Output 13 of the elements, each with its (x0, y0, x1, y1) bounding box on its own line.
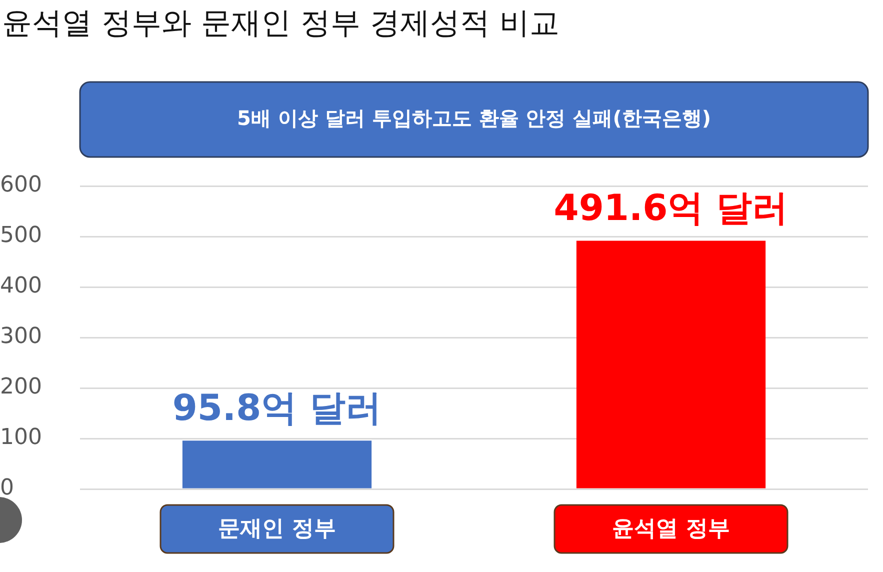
x-tick-label: 윤석열 정부 (612, 516, 730, 542)
y-tick-label: 600 (0, 172, 42, 198)
chart-subtitle: 5배 이상 달러 투입하고도 환율 안정 실패(한국은행) (237, 106, 711, 130)
y-tick-label: 0 (0, 476, 14, 501)
y-tick-label: 500 (0, 223, 42, 248)
data-label: 491.6억 달러 (554, 188, 788, 230)
y-tick-label: 400 (0, 274, 42, 299)
x-tick-label: 문재인 정부 (218, 516, 336, 542)
y-tick-label: 200 (0, 374, 42, 400)
chart-title: 윤석열 정부와 문재인 정부 경제성적 비교 (2, 6, 560, 41)
data-label: 95.8억 달러 (172, 388, 382, 429)
y-tick-label: 100 (0, 425, 42, 450)
y-tick-label: 300 (0, 324, 42, 350)
